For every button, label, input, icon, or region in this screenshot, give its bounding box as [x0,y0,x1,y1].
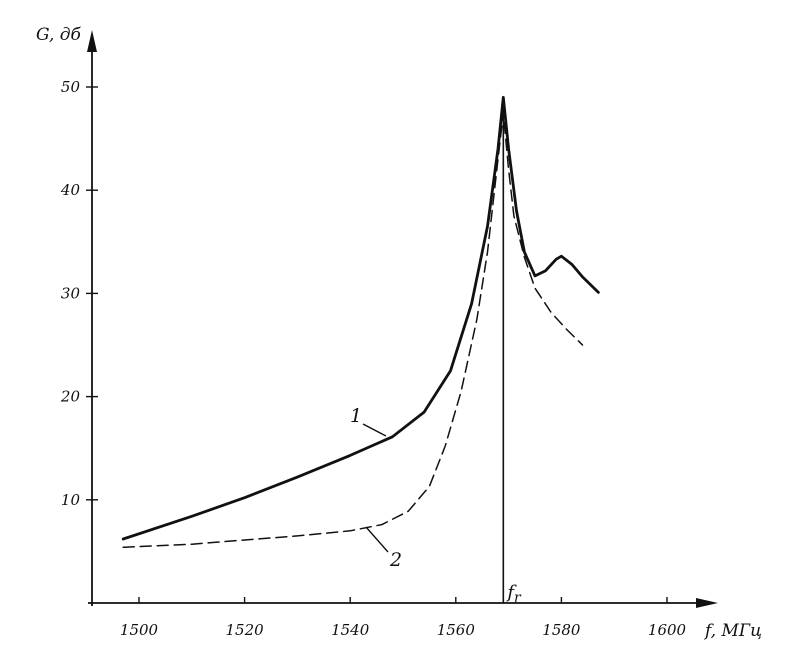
y-axis-arrow [87,30,97,52]
curve-labels: 12 [350,405,402,571]
curve-label-1: 1 [350,405,362,427]
x-tick-label: 1600 [648,621,687,639]
curve-label-1-leader [363,424,386,436]
y-tick-label: 30 [61,284,81,302]
x-axis-arrow [696,598,718,608]
y-tick-label: 40 [60,181,81,199]
x-tick-label: 1540 [331,621,370,639]
series-layer [123,97,598,547]
x-tick-label: 1560 [437,621,476,639]
axes [87,30,718,608]
x-tick-label: 1500 [120,621,159,639]
y-tick-label: 20 [60,388,81,406]
x-tick-label: 1580 [542,621,581,639]
curve-label-2-leader [366,527,388,552]
y-tick-label: 50 [61,78,81,96]
y-tick-label: 10 [61,491,81,509]
curve-label-2: 2 [389,549,402,571]
x-tick-label: 1520 [226,621,265,639]
y-axis-title: G, дб [36,25,82,45]
x-axis-title: f, МГц [703,621,762,641]
series-line-1 [123,97,598,539]
resonance-marker-label: fr [505,582,522,606]
